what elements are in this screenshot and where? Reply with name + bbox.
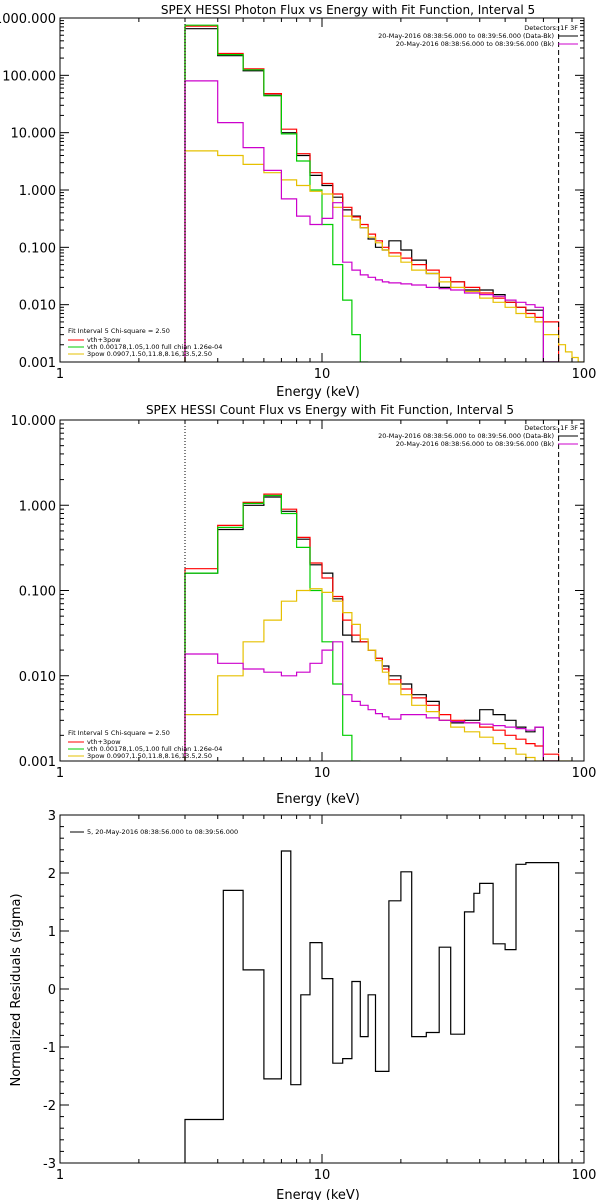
y-tick-label: 100.000	[2, 69, 56, 84]
series-vth	[184, 494, 361, 761]
x-tick-label: 100	[572, 367, 597, 382]
count-flux-legend-entry-bk: 20-May-2016 08:38:56.000 to 08:39:56.000…	[396, 440, 554, 448]
y-tick-label: 1.000	[19, 184, 56, 199]
count-flux-detectors: Detectors: 1F 3F	[524, 424, 578, 432]
photon-flux-fit-info: Fit Interval 5 Chi-square = 2.50	[68, 327, 170, 335]
photon-flux-series	[184, 24, 584, 362]
x-tick-label: 10	[314, 1168, 331, 1183]
x-tick-label: 1	[56, 367, 64, 382]
count-flux-fit-info: Fit Interval 5 Chi-square = 2.50	[68, 729, 170, 737]
x-tick-label: 10	[314, 766, 331, 781]
photon-flux-panel: SPEX HESSI Photon Flux vs Energy with Fi…	[0, 3, 596, 400]
residuals-x-label: Energy (keV)	[276, 1188, 360, 1200]
photon-flux-legend-total: vth+3pow	[87, 336, 121, 344]
series-bk	[184, 80, 559, 362]
series-data-bk	[184, 28, 559, 362]
y-tick-label: -2	[43, 1099, 56, 1114]
residuals-panel: 1 10 100 -3 -2 -1 0 1 2 3 Energy (keV) Normalized…	[9, 809, 596, 1200]
count-flux-legend-total: vth+3pow	[87, 738, 121, 746]
photon-flux-ticks: 1 10 100 0.001 0.010 0.100 1.000 10.000 100.000 1…	[0, 12, 596, 382]
series-vth-3pow	[184, 493, 560, 761]
series-bk	[184, 641, 559, 761]
y-tick-label: -3	[43, 1157, 56, 1172]
residuals-y-label: Normalized Residuals (sigma)	[9, 893, 24, 1086]
y-tick-label: 10.000	[11, 127, 57, 142]
count-flux-legend-entry-databk: 20-May-2016 08:38:56.000 to 08:39:56.000…	[378, 432, 554, 440]
residuals-frame	[59, 814, 585, 1164]
x-tick-label: 1	[56, 766, 64, 781]
count-flux-legend-3pow: 3pow 0.0907,1.50,11.8,8.16,13.5,2.50	[87, 752, 212, 760]
count-flux-x-label: Energy (keV)	[276, 792, 360, 807]
residuals-legend-label: 5, 20-May-2016 08:38:56.000 to 08:39:56.…	[87, 828, 238, 836]
photon-flux-legend-entry-bk: 20-May-2016 08:38:56.000 to 08:39:56.000…	[396, 40, 554, 48]
count-flux-panel: SPEX HESSI Count Flux vs Energy with Fit…	[11, 403, 597, 807]
series-vth	[184, 24, 369, 362]
photon-flux-detectors: Detectors: 1F 3F	[524, 24, 578, 32]
x-tick-label: 10	[314, 367, 331, 382]
count-flux-series	[184, 493, 572, 761]
count-flux-frame	[59, 419, 585, 762]
count-flux-title: SPEX HESSI Count Flux vs Energy with Fit…	[146, 403, 514, 417]
y-tick-label: 2	[48, 867, 56, 882]
x-tick-label: 100	[572, 766, 597, 781]
residuals-ticks: 1 10 100 -3 -2 -1 0 1 2 3	[43, 809, 596, 1183]
count-flux-vlines	[184, 420, 560, 761]
photon-flux-legend-3pow: 3pow 0.0907,1.50,11.8,8.16,13.5,2.50	[87, 350, 212, 358]
y-tick-label: 1.000	[19, 499, 56, 514]
y-tick-label: -1	[43, 1041, 56, 1056]
series-vth-3pow	[184, 25, 560, 362]
y-tick-label: 10.000	[11, 414, 57, 429]
photon-flux-legend-vth: vth 0.00178,1.05,1.00 full chian 1.26e-0…	[87, 343, 222, 351]
series-line-0	[184, 850, 560, 1163]
x-tick-label: 1	[56, 1168, 64, 1183]
residuals-series	[184, 850, 560, 1163]
y-tick-label: 0.010	[19, 299, 56, 314]
photon-flux-frame	[59, 17, 585, 363]
photon-flux-title: SPEX HESSI Photon Flux vs Energy with Fi…	[161, 3, 535, 17]
count-flux-legend-bottom-left: Fit Interval 5 Chi-square = 2.50 vth+3po…	[68, 729, 222, 760]
series-data-bk	[184, 496, 559, 761]
y-tick-label: 0.010	[19, 670, 56, 685]
photon-flux-vlines	[184, 18, 560, 362]
x-tick-label: 100	[572, 1168, 597, 1183]
y-tick-label: 3	[48, 809, 56, 824]
series-3pow	[184, 150, 584, 362]
photon-flux-x-label: Energy (keV)	[276, 385, 360, 400]
y-tick-label: 0	[48, 983, 56, 998]
count-flux-ticks: 1 10 100 0.001 0.010 0.100 1.000 10.000	[11, 414, 597, 781]
count-flux-legend-vth: vth 0.00178,1.05,1.00 full chian 1.26e-0…	[87, 745, 222, 753]
y-tick-label: 1	[48, 925, 56, 940]
y-tick-label: 0.001	[19, 356, 56, 371]
series-3pow	[184, 588, 572, 761]
count-flux-legend-top-right: Detectors: 1F 3F 20-May-2016 08:38:56.00…	[378, 424, 578, 448]
photon-flux-legend-top-right: Detectors: 1F 3F 20-May-2016 08:38:56.00…	[378, 24, 578, 48]
residuals-legend: 5, 20-May-2016 08:38:56.000 to 08:39:56.…	[70, 828, 238, 836]
photon-flux-legend-entry-databk: 20-May-2016 08:38:56.000 to 08:39:56.000…	[378, 32, 554, 40]
y-tick-label: 0.100	[19, 585, 56, 600]
y-tick-label: 1000.000	[0, 12, 56, 27]
y-tick-label: 0.100	[19, 241, 56, 256]
photon-flux-legend-bottom-left: Fit Interval 5 Chi-square = 2.50 vth+3po…	[68, 327, 222, 358]
y-tick-label: 0.001	[19, 755, 56, 770]
